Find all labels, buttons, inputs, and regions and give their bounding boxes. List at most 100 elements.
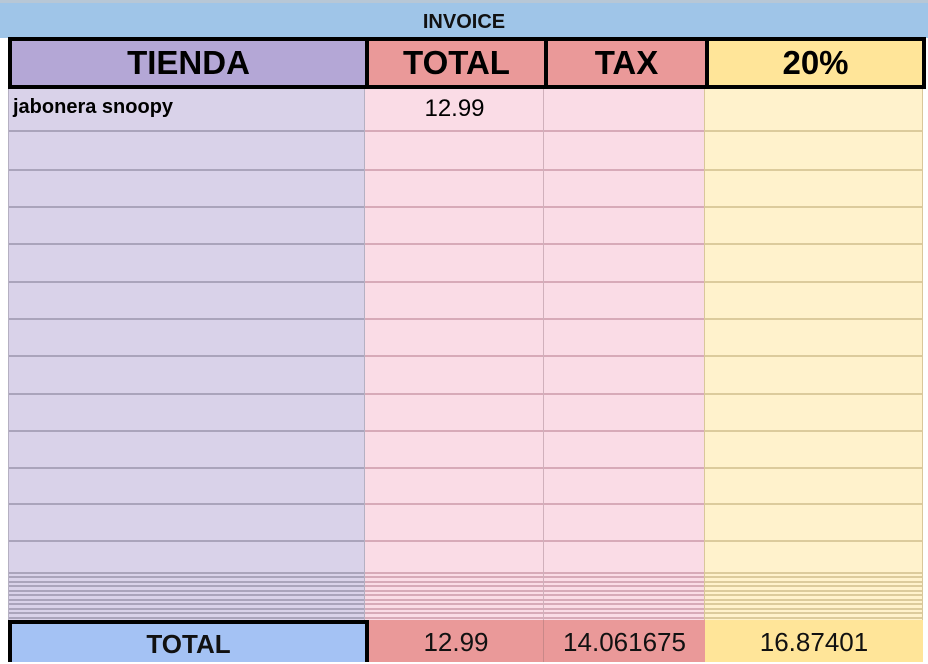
invoice-title: INVOICE: [0, 0, 928, 38]
grid-row-line: [365, 467, 543, 469]
grid-row-line: [365, 594, 543, 596]
grid-row-line: [365, 608, 543, 610]
grid-row-line: [544, 130, 704, 132]
grid-row-line: [365, 576, 543, 578]
grid-row-line: [365, 393, 543, 395]
grid-row-line: [705, 281, 922, 283]
grid-row-line: [544, 540, 704, 542]
grid-row-line: [9, 603, 364, 605]
grid-row-line: [544, 590, 704, 592]
grid-row-line: [544, 393, 704, 395]
grid-row-line: [705, 130, 922, 132]
grid-row-line: [9, 503, 364, 505]
grid-row-line: [365, 243, 543, 245]
grid-row-line: [544, 572, 704, 574]
grid-row-line: [365, 540, 543, 542]
grid-row-line: [365, 355, 543, 357]
total-tax[interactable]: 14.061675: [544, 620, 705, 662]
grid-row-line: [544, 430, 704, 432]
column-tax[interactable]: [544, 89, 705, 620]
grid-row-line: [544, 594, 704, 596]
grid-row-line: [705, 585, 922, 587]
grid-row-line: [9, 540, 364, 542]
grid-row-line: [9, 318, 364, 320]
cell-total-1[interactable]: 12.99: [424, 95, 485, 122]
grid-row-line: [365, 169, 543, 171]
grid-row-line: [705, 355, 922, 357]
grid-row-line: [365, 612, 543, 614]
grid-row-line: [544, 599, 704, 601]
grid-row-line: [544, 243, 704, 245]
grid-row-line: [9, 617, 364, 619]
grid-row-line: [705, 169, 922, 171]
grid-row-line: [705, 608, 922, 610]
grid-row-line: [9, 206, 364, 208]
grid-row-line: [544, 318, 704, 320]
grid-row-line: [544, 503, 704, 505]
grid-row-line: [9, 590, 364, 592]
grid-row-line: [544, 576, 704, 578]
grid-row-line: [9, 169, 364, 171]
grid-row-line: [365, 617, 543, 619]
total-20pct[interactable]: 16.87401: [705, 620, 923, 662]
header-tienda[interactable]: TIENDA: [8, 37, 369, 89]
grid-row-line: [365, 581, 543, 583]
grid-row-line: [705, 503, 922, 505]
grid-row-line: [9, 594, 364, 596]
grid-row-line: [544, 581, 704, 583]
grid-row-line: [9, 243, 364, 245]
grid-row-line: [9, 393, 364, 395]
grid-row-line: [365, 585, 543, 587]
grid-row-line: [9, 130, 364, 132]
grid-row-line: [705, 612, 922, 614]
grid-row-line: [365, 130, 543, 132]
grid-row-line: [544, 355, 704, 357]
grid-row-line: [544, 603, 704, 605]
grid-row-line: [365, 281, 543, 283]
grid-row-line: [705, 599, 922, 601]
grid-row-line: [9, 612, 364, 614]
grid-row-line: [9, 467, 364, 469]
grid-row-line: [705, 243, 922, 245]
header-total[interactable]: TOTAL: [365, 37, 548, 89]
grid-row-line: [9, 576, 364, 578]
grid-row-line: [705, 540, 922, 542]
grid-row-line: [9, 585, 364, 587]
grid-row-line: [544, 467, 704, 469]
grid-row-line: [9, 581, 364, 583]
grid-row-line: [705, 430, 922, 432]
grid-row-line: [9, 608, 364, 610]
grid-row-line: [544, 612, 704, 614]
column-20pct[interactable]: [705, 89, 923, 620]
grid-row-line: [705, 617, 922, 619]
grid-row-line: [365, 603, 543, 605]
cell-tienda-1[interactable]: jabonera snoopy: [13, 96, 174, 118]
total-total[interactable]: 12.99: [369, 620, 544, 662]
header-20pct[interactable]: 20%: [705, 37, 926, 89]
grid-row-line: [544, 617, 704, 619]
grid-row-line: [9, 572, 364, 574]
grid-row-line: [705, 572, 922, 574]
grid-row-line: [544, 206, 704, 208]
grid-row-line: [705, 318, 922, 320]
grid-row-line: [544, 281, 704, 283]
column-tienda[interactable]: [8, 89, 365, 620]
column-total[interactable]: [365, 89, 544, 620]
grid-row-line: [365, 206, 543, 208]
grid-row-line: [705, 206, 922, 208]
header-tax[interactable]: TAX: [544, 37, 709, 89]
grid-row-line: [9, 281, 364, 283]
grid-row-line: [544, 585, 704, 587]
grid-row-line: [705, 590, 922, 592]
grid-row-line: [705, 467, 922, 469]
grid-row-line: [9, 355, 364, 357]
grid-row-line: [365, 599, 543, 601]
grid-row-line: [9, 599, 364, 601]
grid-row-line: [544, 608, 704, 610]
grid-row-line: [705, 581, 922, 583]
grid-row-line: [365, 590, 543, 592]
grid-row-line: [365, 503, 543, 505]
total-label: TOTAL: [8, 620, 369, 662]
grid-row-line: [705, 576, 922, 578]
grid-row-line: [705, 594, 922, 596]
